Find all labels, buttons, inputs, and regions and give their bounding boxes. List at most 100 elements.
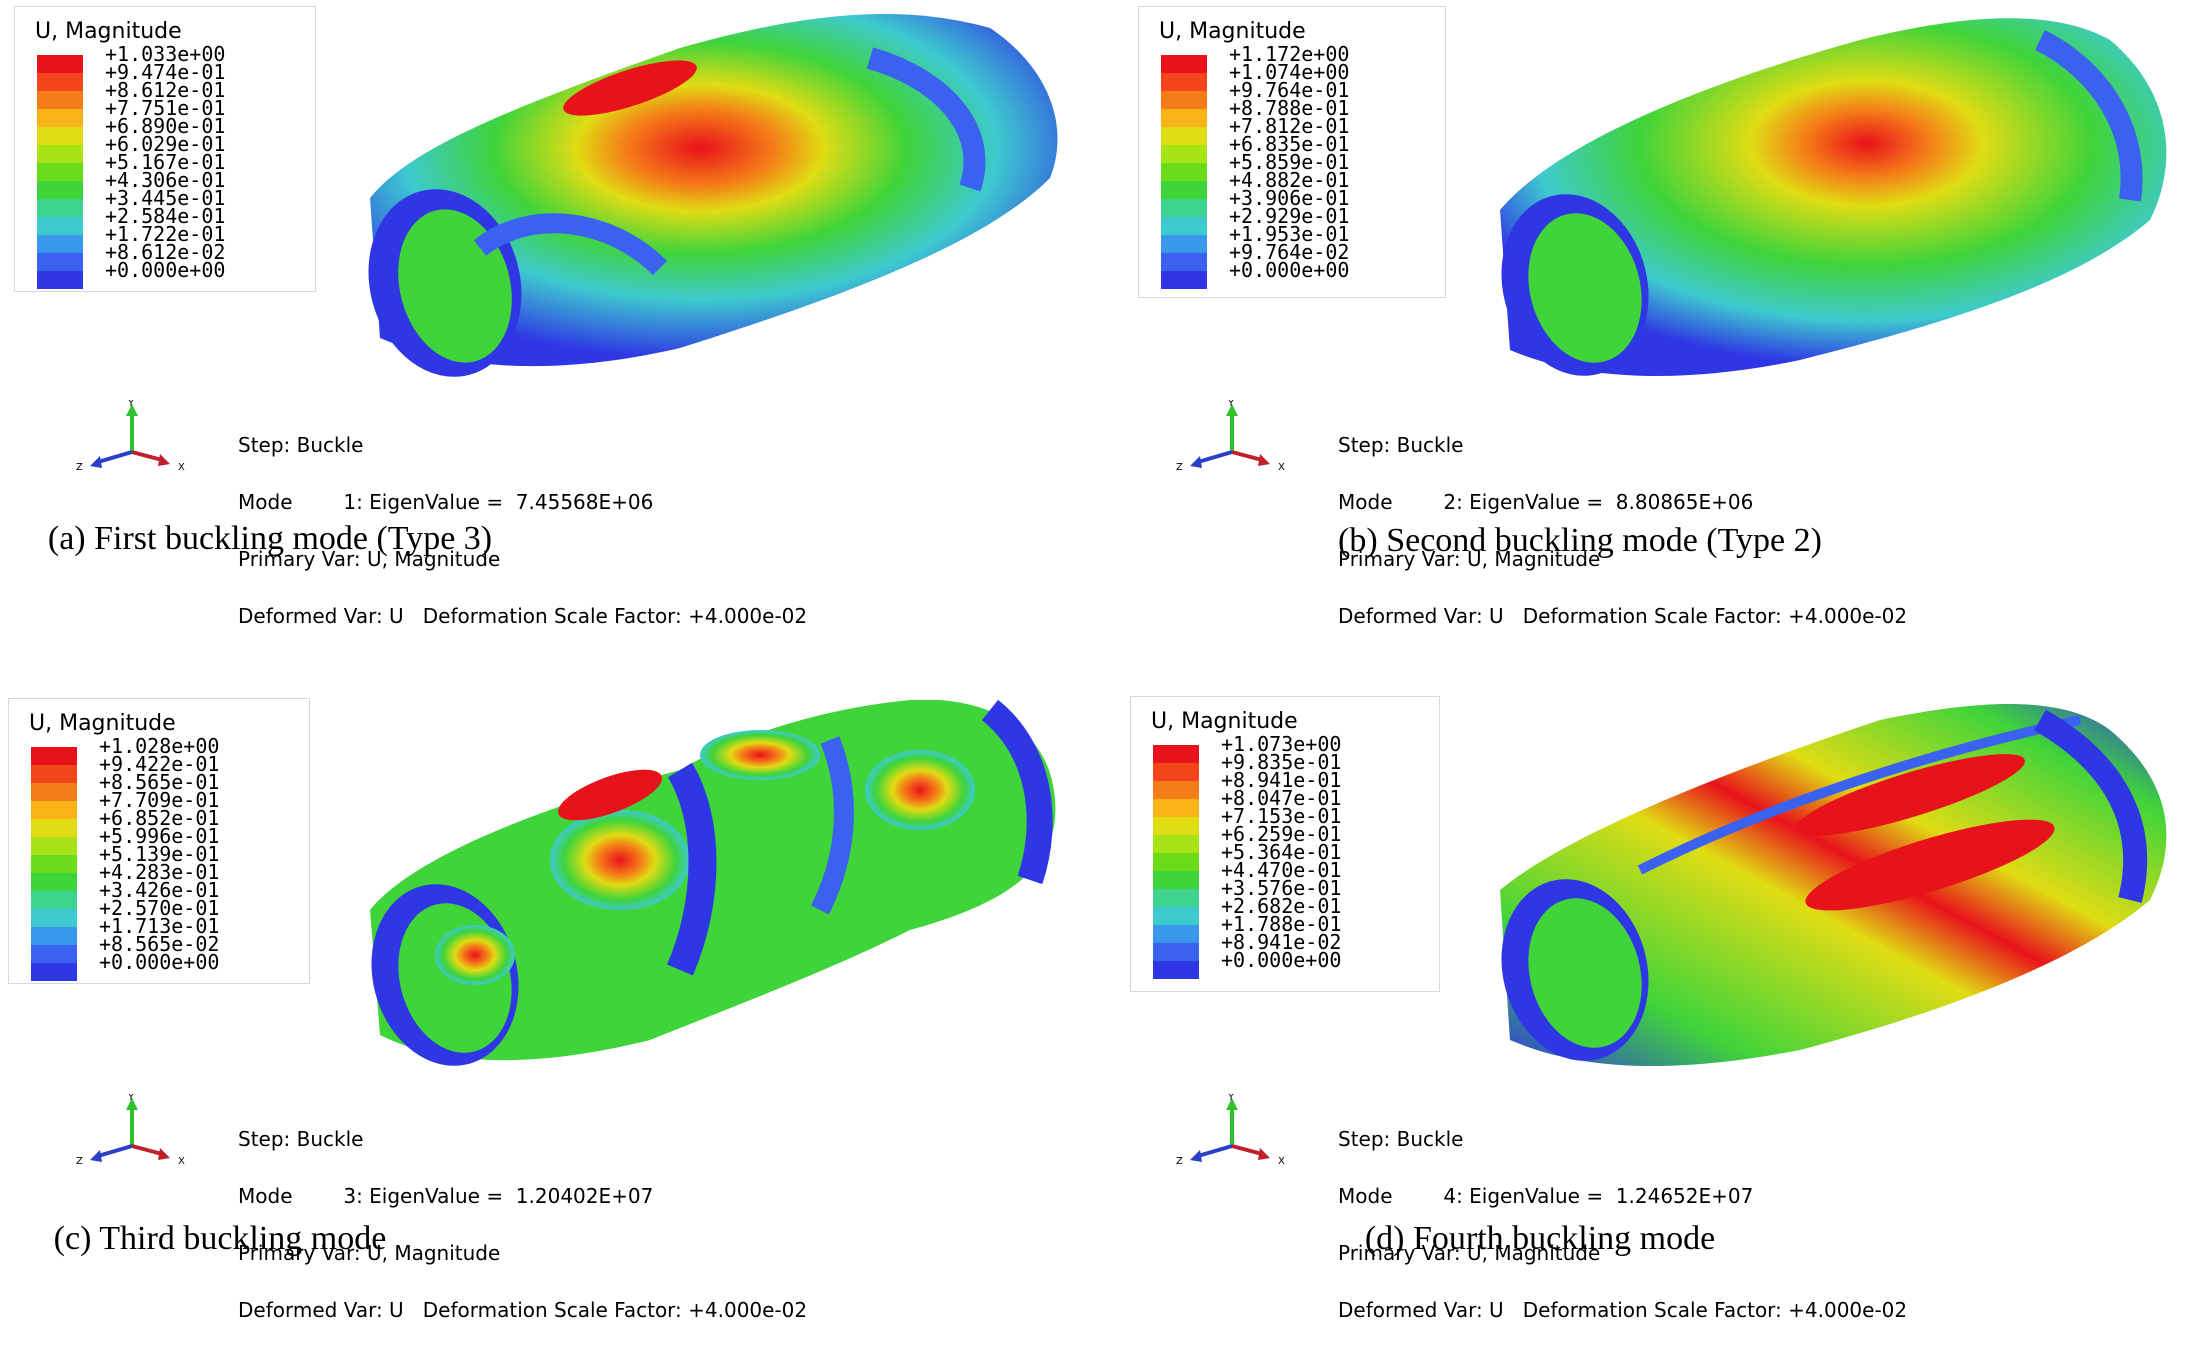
legend-value: +7.751e-01 xyxy=(105,96,226,120)
legend-value: +9.835e-01 xyxy=(1221,750,1342,774)
legend-color-swatch xyxy=(1161,253,1207,271)
legend-values: +1.033e+00 +9.474e-01 +8.612e-01 +7.751e-01… xyxy=(105,42,226,282)
legend: U, Magnitude +1.028e+00 +9.422e-01 +8.565e… xyxy=(8,698,310,984)
buckled-cylinder-mode-2 xyxy=(1500,18,2167,377)
legend-value: +1.788e-01 xyxy=(1221,912,1342,936)
legend-color-swatch xyxy=(31,927,77,945)
legend-value: +4.283e-01 xyxy=(99,860,220,884)
legend-color-swatch xyxy=(31,891,77,909)
axis-label-z: Z xyxy=(76,462,83,473)
legend-color-swatch xyxy=(31,819,77,837)
legend-color-bar xyxy=(1161,55,1207,289)
legend-color-swatch xyxy=(1153,961,1199,979)
legend-value: +0.000e+00 xyxy=(1221,948,1342,972)
axis-label-y: Y xyxy=(127,400,135,409)
axis-label-y: Y xyxy=(1227,1094,1235,1103)
legend-value: +9.764e-01 xyxy=(1229,78,1350,102)
legend-color-swatch xyxy=(1161,91,1207,109)
step-label: Step: Buckle xyxy=(1338,433,1464,457)
legend-color-swatch xyxy=(37,91,83,109)
step-label: Step: Buckle xyxy=(238,433,364,457)
legend-value: +3.906e-01 xyxy=(1229,186,1350,210)
caption: (b) Second buckling mode (Type 2) xyxy=(1338,522,1822,559)
legend-value: +8.788e-01 xyxy=(1229,96,1350,120)
legend-value: +3.576e-01 xyxy=(1221,876,1342,900)
legend-value: +8.612e-02 xyxy=(105,240,226,264)
legend-color-swatch xyxy=(31,945,77,963)
legend-value: +1.722e-01 xyxy=(105,222,226,246)
legend-value: +7.153e-01 xyxy=(1221,804,1342,828)
mode-label: Mode 2: EigenValue = 8.80865E+06 xyxy=(1338,490,1754,514)
legend-color-swatch xyxy=(1153,817,1199,835)
buckled-cylinder-mode-4 xyxy=(1500,703,2167,1067)
legend-color-swatch xyxy=(1153,781,1199,799)
legend-value: +6.852e-01 xyxy=(99,806,220,830)
axis-label-x: X xyxy=(178,462,185,473)
legend-color-bar xyxy=(37,55,83,289)
mode-label: Mode 4: EigenValue = 1.24652E+07 xyxy=(1338,1184,1754,1208)
legend-value: +9.764e-02 xyxy=(1229,240,1350,264)
deformed-var-label: Deformed Var: U Deformation Scale Factor… xyxy=(238,604,808,628)
panel-third-buckling-mode: U, Magnitude +1.028e+00 +9.422e-01 +8.565e… xyxy=(0,690,1100,1320)
axis-label-z: Z xyxy=(1176,462,1183,473)
primary-var-label: Primary Var: U, Magnitude xyxy=(238,547,501,571)
legend-value: +1.028e+00 xyxy=(99,734,220,758)
legend-color-swatch xyxy=(37,181,83,199)
legend-value: +1.033e+00 xyxy=(105,42,226,66)
step-label: Step: Buckle xyxy=(1338,1127,1464,1151)
legend-value: +3.426e-01 xyxy=(99,878,220,902)
legend-value: +1.074e+00 xyxy=(1229,60,1350,84)
legend-color-swatch xyxy=(37,235,83,253)
legend-value: +5.139e-01 xyxy=(99,842,220,866)
legend-value: +8.565e-02 xyxy=(99,932,220,956)
mode-label: Mode 1: EigenValue = 7.45568E+06 xyxy=(238,490,654,514)
legend-color-swatch xyxy=(1153,745,1199,763)
legend-color-swatch xyxy=(31,801,77,819)
legend-color-swatch xyxy=(1161,73,1207,91)
legend-color-swatch xyxy=(37,55,83,73)
legend-color-swatch xyxy=(31,855,77,873)
legend-color-swatch xyxy=(1161,163,1207,181)
mode-label: Mode 3: EigenValue = 1.20402E+07 xyxy=(238,1184,654,1208)
legend-values: +1.172e+00 +1.074e+00 +9.764e-01 +8.788e-01… xyxy=(1229,44,1350,282)
caption: (a) First buckling mode (Type 3) xyxy=(47,520,493,557)
legend-color-swatch xyxy=(1161,217,1207,235)
legend-value: +4.882e-01 xyxy=(1229,168,1350,192)
coordinate-triad: Y Z X xyxy=(1176,400,1285,473)
legend-color-swatch xyxy=(1161,145,1207,163)
legend-value: +2.929e-01 xyxy=(1229,204,1350,228)
step-info: Step: Buckle Mode 2: EigenValue = 8.8086… xyxy=(1338,398,1907,664)
legend-color-swatch xyxy=(31,783,77,801)
legend-value: +6.835e-01 xyxy=(1229,132,1350,156)
caption: (d) Fourth buckling mode xyxy=(1364,1220,1716,1257)
legend-color-swatch xyxy=(31,873,77,891)
legend-value: +2.584e-01 xyxy=(105,204,226,228)
legend-value: +8.047e-01 xyxy=(1221,786,1342,810)
axis-label-x: X xyxy=(1278,462,1285,473)
legend-value: +0.000e+00 xyxy=(1229,258,1350,282)
legend: U, Magnitude +1.172e+00 +1.074e+00 +9.764e… xyxy=(1138,6,1446,298)
legend-color-swatch xyxy=(1153,853,1199,871)
axis-label-z: Z xyxy=(76,1156,83,1167)
legend-value: +8.612e-01 xyxy=(105,78,226,102)
legend-value: +5.364e-01 xyxy=(1221,840,1342,864)
legend-value: +0.000e+00 xyxy=(105,258,226,282)
legend-value: +1.953e-01 xyxy=(1229,222,1350,246)
legend-color-swatch xyxy=(37,199,83,217)
legend-title: U, Magnitude xyxy=(1151,709,1298,734)
legend-value: +7.812e-01 xyxy=(1229,114,1350,138)
legend-value: +8.565e-01 xyxy=(99,770,220,794)
legend-color-swatch xyxy=(1153,763,1199,781)
legend-value: +0.000e+00 xyxy=(99,950,220,974)
legend-color-swatch xyxy=(1161,181,1207,199)
legend-color-swatch xyxy=(1161,199,1207,217)
legend-value: +9.474e-01 xyxy=(105,60,226,84)
step-label: Step: Buckle xyxy=(238,1127,364,1151)
legend-value: +5.996e-01 xyxy=(99,824,220,848)
legend-color-swatch xyxy=(31,765,77,783)
legend-color-swatch xyxy=(37,271,83,289)
legend-color-swatch xyxy=(1153,925,1199,943)
legend-color-swatch xyxy=(1153,835,1199,853)
legend-color-swatch xyxy=(1161,127,1207,145)
legend-color-swatch xyxy=(37,145,83,163)
